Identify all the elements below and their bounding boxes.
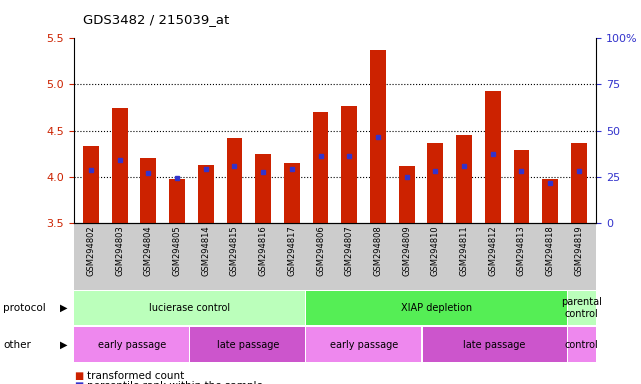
Bar bbox=[485, 91, 501, 223]
Bar bbox=[370, 50, 386, 223]
Text: ▶: ▶ bbox=[60, 339, 68, 350]
Text: ■: ■ bbox=[74, 381, 83, 384]
Text: early passage: early passage bbox=[330, 339, 398, 350]
Bar bbox=[428, 144, 444, 223]
Text: late passage: late passage bbox=[217, 339, 279, 350]
Bar bbox=[568, 291, 595, 325]
Bar bbox=[313, 112, 328, 223]
Bar bbox=[198, 165, 213, 223]
Bar bbox=[284, 163, 300, 223]
Bar bbox=[568, 328, 595, 362]
Text: ▶: ▶ bbox=[60, 303, 68, 313]
Text: transformed count: transformed count bbox=[87, 371, 184, 381]
Text: protocol: protocol bbox=[3, 303, 46, 313]
Text: GDS3482 / 215039_at: GDS3482 / 215039_at bbox=[83, 13, 229, 26]
Text: late passage: late passage bbox=[463, 339, 526, 350]
Bar bbox=[571, 144, 587, 223]
Text: other: other bbox=[3, 339, 31, 350]
Bar bbox=[83, 146, 99, 223]
Text: control: control bbox=[565, 339, 599, 350]
Text: ■: ■ bbox=[74, 371, 83, 381]
Text: early passage: early passage bbox=[97, 339, 166, 350]
Bar bbox=[513, 150, 529, 223]
Text: parental
control: parental control bbox=[561, 297, 602, 319]
Text: percentile rank within the sample: percentile rank within the sample bbox=[87, 381, 262, 384]
Bar bbox=[140, 158, 156, 223]
Bar bbox=[74, 291, 305, 325]
Bar bbox=[342, 106, 357, 223]
Bar bbox=[112, 108, 128, 223]
Bar bbox=[169, 179, 185, 223]
Bar bbox=[255, 154, 271, 223]
Bar bbox=[190, 328, 305, 362]
Bar bbox=[306, 291, 567, 325]
Bar bbox=[456, 135, 472, 223]
Bar bbox=[306, 328, 421, 362]
Text: lucierase control: lucierase control bbox=[149, 303, 230, 313]
Bar bbox=[422, 328, 567, 362]
Bar bbox=[74, 328, 189, 362]
Bar bbox=[399, 166, 415, 223]
Text: XIAP depletion: XIAP depletion bbox=[401, 303, 472, 313]
Bar bbox=[542, 179, 558, 223]
Bar bbox=[226, 138, 242, 223]
